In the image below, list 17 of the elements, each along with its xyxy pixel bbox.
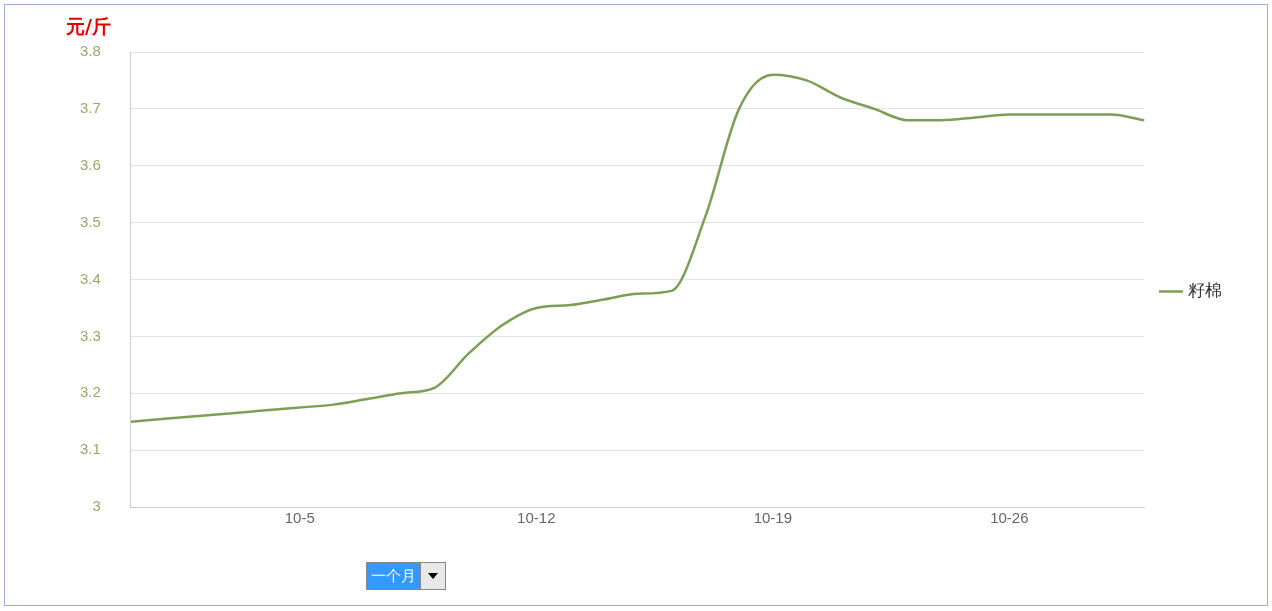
y-axis-title: 元/斤 [65,14,111,37]
y-tick-label: 3.4 [79,269,101,287]
y-tick-label: 3.5 [79,212,101,230]
y-tick-label: 3.8 [79,42,101,60]
x-tick-label: 10-12 [517,509,556,527]
y-tick-label: 3.1 [79,440,101,458]
y-tick-label: 3.6 [79,155,101,173]
y-tick-label: 3.3 [79,326,101,344]
y-tick-label: 3 [92,497,101,515]
y-tick-label: 3.2 [79,383,101,401]
x-tick-label: 10-26 [990,509,1029,527]
line-series [130,73,1145,423]
y-tick-label: 3.7 [79,99,101,117]
x-tick-label: 10-5 [284,509,315,527]
x-tick-label: 10-19 [753,509,793,527]
legend-label: 籽棉 [1188,279,1222,300]
dropdown-select: 一个月 [366,562,446,590]
